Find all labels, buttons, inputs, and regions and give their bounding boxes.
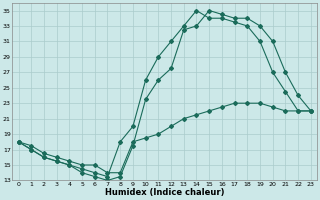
X-axis label: Humidex (Indice chaleur): Humidex (Indice chaleur) (105, 188, 224, 197)
